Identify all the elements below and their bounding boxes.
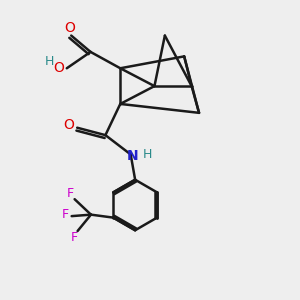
Text: O: O xyxy=(63,118,74,132)
Text: F: F xyxy=(67,187,74,200)
Text: O: O xyxy=(64,21,75,35)
Text: F: F xyxy=(70,231,78,244)
Text: H: H xyxy=(44,55,54,68)
Text: O: O xyxy=(53,61,64,75)
Text: F: F xyxy=(61,208,69,221)
Text: N: N xyxy=(126,149,138,163)
Text: H: H xyxy=(143,148,153,161)
